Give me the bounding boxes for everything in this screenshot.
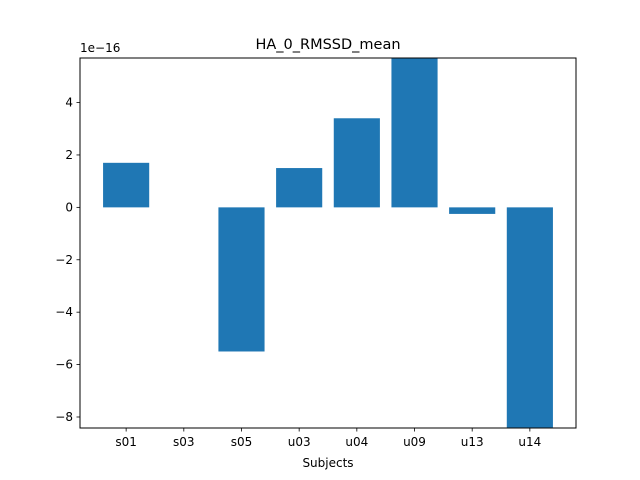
y-tick-label: 0 xyxy=(65,200,73,214)
y-offset-label: 1e−16 xyxy=(80,41,120,55)
y-tick-label: −2 xyxy=(55,253,73,267)
bar-u03 xyxy=(276,168,323,208)
bar-u04 xyxy=(333,118,380,208)
y-tick-label: −4 xyxy=(55,305,73,319)
x-axis-label: Subjects xyxy=(302,456,353,470)
bar-u09 xyxy=(391,58,438,208)
x-tick-label: u09 xyxy=(403,435,426,449)
bar-u14 xyxy=(506,207,553,428)
y-tick-label: −6 xyxy=(55,358,73,372)
bar-s01 xyxy=(103,162,150,208)
y-tick-label: 2 xyxy=(65,148,73,162)
x-tick-label: u04 xyxy=(345,435,368,449)
x-tick-label: s03 xyxy=(173,435,195,449)
y-tick-label: 4 xyxy=(65,96,73,110)
y-axis-ticks: 4 2 0 −2 −4 −6 −8 xyxy=(55,96,80,424)
x-tick-label: u14 xyxy=(518,435,541,449)
bars-group xyxy=(103,58,553,428)
y-tick-label: −8 xyxy=(55,410,73,424)
x-axis-ticks: s01 s03 s05 u03 u04 u09 u13 u14 xyxy=(115,428,541,449)
x-tick-label: u03 xyxy=(288,435,311,449)
x-tick-label: s01 xyxy=(115,435,137,449)
bar-s05 xyxy=(218,207,265,352)
bar-u13 xyxy=(449,207,496,214)
chart-title: HA_0_RMSSD_mean xyxy=(255,37,400,53)
plot-frame xyxy=(79,57,577,429)
x-tick-label: s05 xyxy=(231,435,253,449)
x-tick-label: u13 xyxy=(461,435,484,449)
